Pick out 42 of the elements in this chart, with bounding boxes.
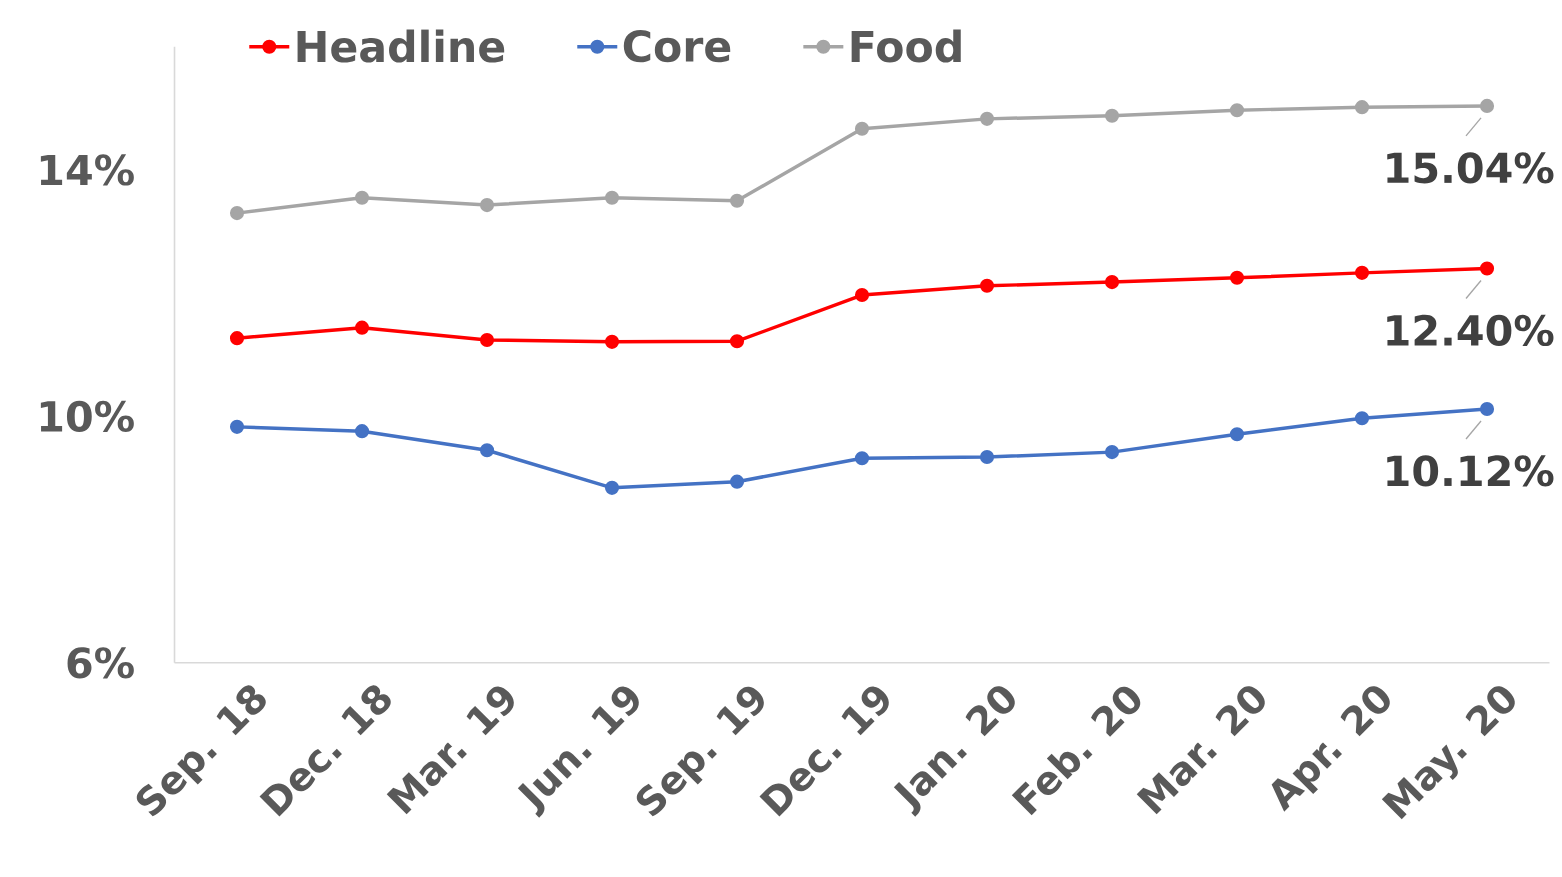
point: [979, 111, 995, 126]
point: [1229, 270, 1245, 285]
point: [854, 121, 870, 136]
legend-label: Headline: [297, 29, 505, 63]
point: [604, 190, 620, 205]
point: [354, 320, 370, 335]
point: [729, 334, 745, 349]
point: [1479, 98, 1495, 113]
legend-label: Core: [623, 29, 731, 63]
data-label: 12.40%: [1387, 314, 1554, 347]
point: [604, 334, 620, 349]
point: [229, 206, 245, 221]
point: [1229, 103, 1245, 118]
point: [729, 193, 745, 208]
point: [1354, 265, 1370, 280]
point: [1479, 401, 1495, 417]
point: [229, 331, 245, 346]
point: [1229, 427, 1245, 442]
point: [729, 474, 745, 489]
point: [354, 190, 370, 205]
point: [1104, 445, 1120, 460]
point: [1354, 411, 1370, 426]
data-label: 15.04%: [1387, 152, 1554, 184]
point: [479, 332, 495, 348]
point: [354, 424, 370, 439]
point: [854, 451, 870, 466]
y-tick-label: 6%: [67, 647, 134, 679]
data-label: 10.12%: [1387, 455, 1554, 487]
point: [479, 443, 495, 458]
point: [1104, 275, 1120, 290]
point: [1354, 100, 1370, 115]
point: [854, 287, 870, 303]
point: [979, 449, 995, 465]
point: [1104, 108, 1120, 123]
y-tick-label: 14%: [40, 154, 134, 186]
point: [979, 278, 995, 293]
point: [604, 480, 620, 495]
legend-label: Food: [851, 29, 961, 63]
point: [1479, 261, 1495, 276]
point: [229, 419, 245, 434]
y-tick-label: 10%: [40, 400, 134, 433]
point: [479, 198, 495, 213]
